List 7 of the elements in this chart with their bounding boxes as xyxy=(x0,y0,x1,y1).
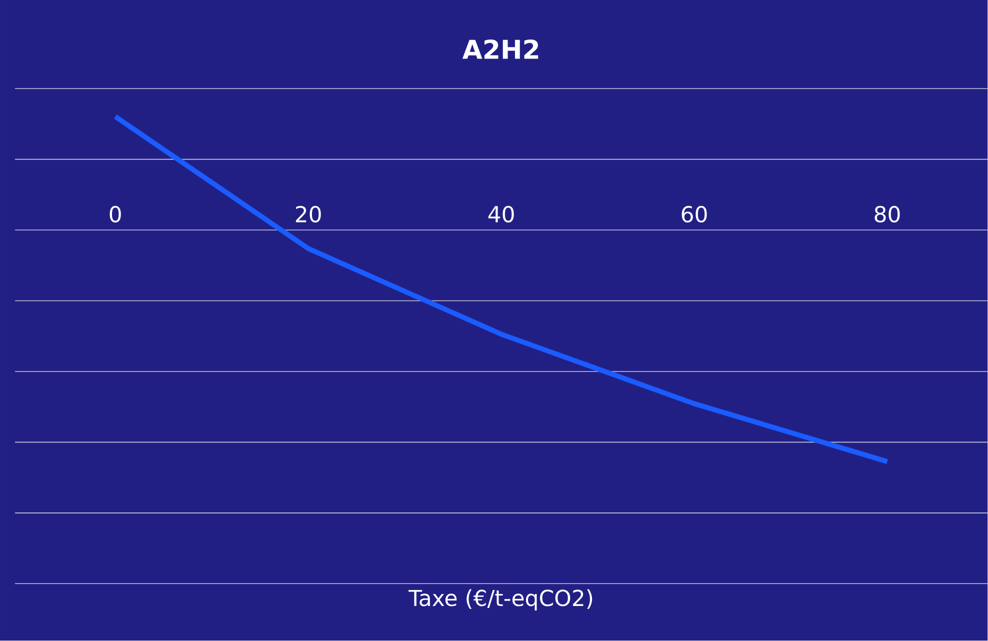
x-tick-label: 20 xyxy=(296,206,321,223)
x-tick-label: 0 xyxy=(110,206,121,223)
text: Taxe (€/t-eqCO2) xyxy=(408,589,592,611)
x-tick-label: 60 xyxy=(682,206,707,223)
x-tick-label: 40 xyxy=(488,206,514,223)
chart-title: A2H2 xyxy=(462,40,538,59)
x-tick-label: 80 xyxy=(874,206,900,223)
